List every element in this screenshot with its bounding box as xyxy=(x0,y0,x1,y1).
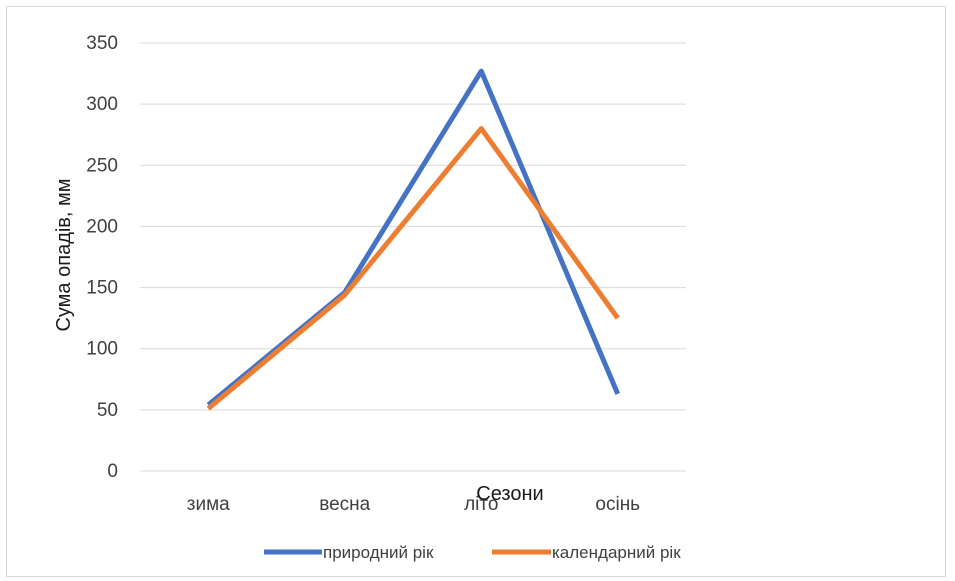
y-axis-title: Сума опадів, мм xyxy=(53,178,75,331)
series-lines xyxy=(206,68,621,411)
legend-label: календарний рік xyxy=(552,543,681,562)
x-tick-label: літо xyxy=(464,494,498,515)
y-tick-label: 100 xyxy=(86,339,118,360)
x-tick-labels: зима весна літо осінь xyxy=(187,494,640,515)
x-tick-label: осінь xyxy=(595,494,640,515)
y-tick-labels: 0 50 100 150 200 250 300 350 xyxy=(86,33,118,482)
gridlines xyxy=(140,42,686,472)
y-tick-label: 350 xyxy=(86,33,118,54)
x-axis-title: Сезони xyxy=(476,483,543,505)
series-line-2 xyxy=(206,126,620,411)
y-tick-label: 300 xyxy=(86,94,118,115)
y-tick-label: 0 xyxy=(107,461,118,482)
x-tick-label: весна xyxy=(319,494,370,515)
x-tick-label: зима xyxy=(187,494,230,515)
y-tick-label: 250 xyxy=(86,155,118,176)
y-tick-label: 150 xyxy=(86,278,118,299)
legend-label: природний рік xyxy=(323,543,434,562)
legend: природний рік календарний рік xyxy=(264,543,681,562)
y-tick-label: 200 xyxy=(86,216,118,237)
y-tick-label: 50 xyxy=(97,400,118,421)
chart-frame xyxy=(6,6,946,577)
